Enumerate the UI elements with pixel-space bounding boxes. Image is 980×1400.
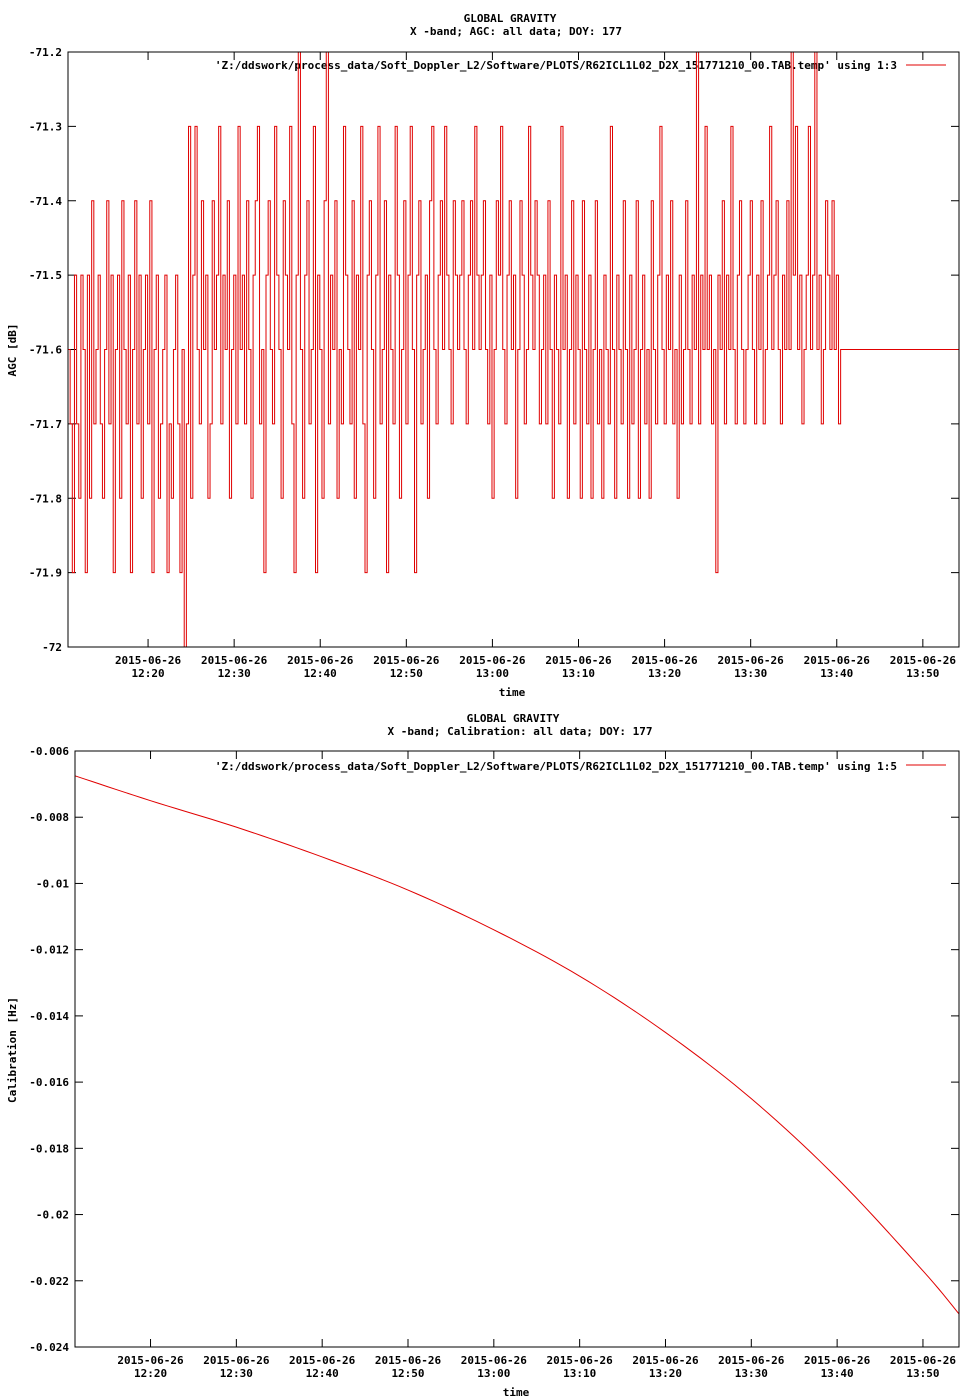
x-tick-date-label: 2015-06-26 [718,654,785,667]
x-tick-time-label: 13:30 [734,667,767,680]
legend-label: 'Z:/ddswork/process_data/Soft_Doppler_L2… [215,59,897,72]
chart-subtitle: X -band; AGC: all data; DOY: 177 [410,25,622,38]
plot-frame [67,51,960,648]
x-tick-date-label: 2015-06-26 [201,654,268,667]
x-tick-time-label: 13:00 [476,667,509,680]
x-tick-time-label: 13:40 [821,1367,854,1380]
x-axis-label: time [503,1386,530,1399]
x-tick-time-label: 12:50 [391,1367,424,1380]
y-tick-label: -0.014 [29,1010,69,1023]
x-tick-date-label: 2015-06-26 [289,1354,356,1367]
y-tick-label: -0.012 [29,944,69,957]
x-tick-time-label: 12:50 [390,667,423,680]
x-ticks: 2015-06-2612:202015-06-2612:302015-06-26… [117,751,956,1380]
x-tick-time-label: 13:10 [562,667,595,680]
y-axis-label: AGC [dB] [6,324,19,377]
x-tick-time-label: 12:20 [131,667,164,680]
x-tick-time-label: 13:50 [906,1367,939,1380]
x-tick-time-label: 12:20 [134,1367,167,1380]
x-tick-time-label: 13:10 [563,1367,596,1380]
y-tick-label: -0.006 [29,745,69,758]
x-tick-date-label: 2015-06-26 [459,654,526,667]
x-tick-time-label: 12:40 [306,1367,339,1380]
y-tick-label: -71.8 [29,492,62,505]
x-tick-time-label: 13:20 [649,1367,682,1380]
x-tick-time-label: 13:20 [648,667,681,680]
x-tick-time-label: 13:00 [477,1367,510,1380]
x-tick-time-label: 12:40 [304,667,337,680]
y-tick-label: -71.7 [29,418,62,431]
x-tick-date-label: 2015-06-26 [117,1354,184,1367]
y-tick-label: -71.4 [29,195,62,208]
x-tick-date-label: 2015-06-26 [632,1354,699,1367]
x-tick-time-label: 13:40 [820,667,853,680]
x-axis-label: time [499,686,526,699]
y-tick-label: -0.016 [29,1076,69,1089]
y-tick-label: -0.022 [29,1275,69,1288]
y-tick-label: -0.01 [36,877,69,890]
y-tick-label: -0.02 [36,1209,69,1222]
chart-title: GLOBAL GRAVITY [467,712,560,725]
x-tick-date-label: 2015-06-26 [547,1354,614,1367]
y-tick-label: -71.2 [29,46,62,59]
x-tick-time-label: 12:30 [220,1367,253,1380]
y-tick-label: -0.018 [29,1142,69,1155]
x-tick-date-label: 2015-06-26 [373,654,440,667]
x-tick-date-label: 2015-06-26 [545,654,612,667]
x-tick-date-label: 2015-06-26 [804,654,871,667]
y-axis-label: Calibration [Hz] [6,997,19,1103]
legend-label: 'Z:/ddswork/process_data/Soft_Doppler_L2… [215,760,897,773]
x-tick-time-label: 13:30 [735,1367,768,1380]
plot-frame [74,750,960,1348]
x-tick-date-label: 2015-06-26 [375,1354,442,1367]
x-tick-date-label: 2015-06-26 [718,1354,785,1367]
y-tick-label: -72 [42,641,62,654]
x-tick-date-label: 2015-06-26 [890,654,957,667]
agc-chart: GLOBAL GRAVITY X -band; AGC: all data; D… [6,12,960,699]
y-tick-label: -71.5 [29,269,62,282]
y-tick-label: -0.024 [29,1341,69,1354]
x-tick-date-label: 2015-06-26 [804,1354,871,1367]
chart-title: GLOBAL GRAVITY [464,12,557,25]
y-tick-label: -71.9 [29,567,62,580]
y-ticks: -0.024 -0.022 -0.02 -0.018 -0.016 -0.014 -0.01… [29,745,959,1354]
y-tick-label: -0.008 [29,811,69,824]
x-tick-date-label: 2015-06-26 [115,654,182,667]
calibration-series-line [74,775,960,1315]
chart-subtitle: X -band; Calibration: all data; DOY: 177 [388,725,653,738]
x-tick-time-label: 12:30 [218,667,251,680]
x-tick-date-label: 2015-06-26 [461,1354,528,1367]
x-tick-date-label: 2015-06-26 [203,1354,270,1367]
x-tick-date-label: 2015-06-26 [287,654,354,667]
y-tick-label: -71.3 [29,120,62,133]
agc-series-line [68,51,959,648]
x-tick-date-label: 2015-06-26 [890,1354,957,1367]
y-tick-label: -71.6 [29,344,62,357]
x-tick-time-label: 13:50 [906,667,939,680]
calibration-chart: GLOBAL GRAVITY X -band; Calibration: all… [6,712,960,1399]
x-tick-date-label: 2015-06-26 [631,654,698,667]
x-ticks: 2015-06-2612:202015-06-2612:302015-06-26… [115,52,956,680]
